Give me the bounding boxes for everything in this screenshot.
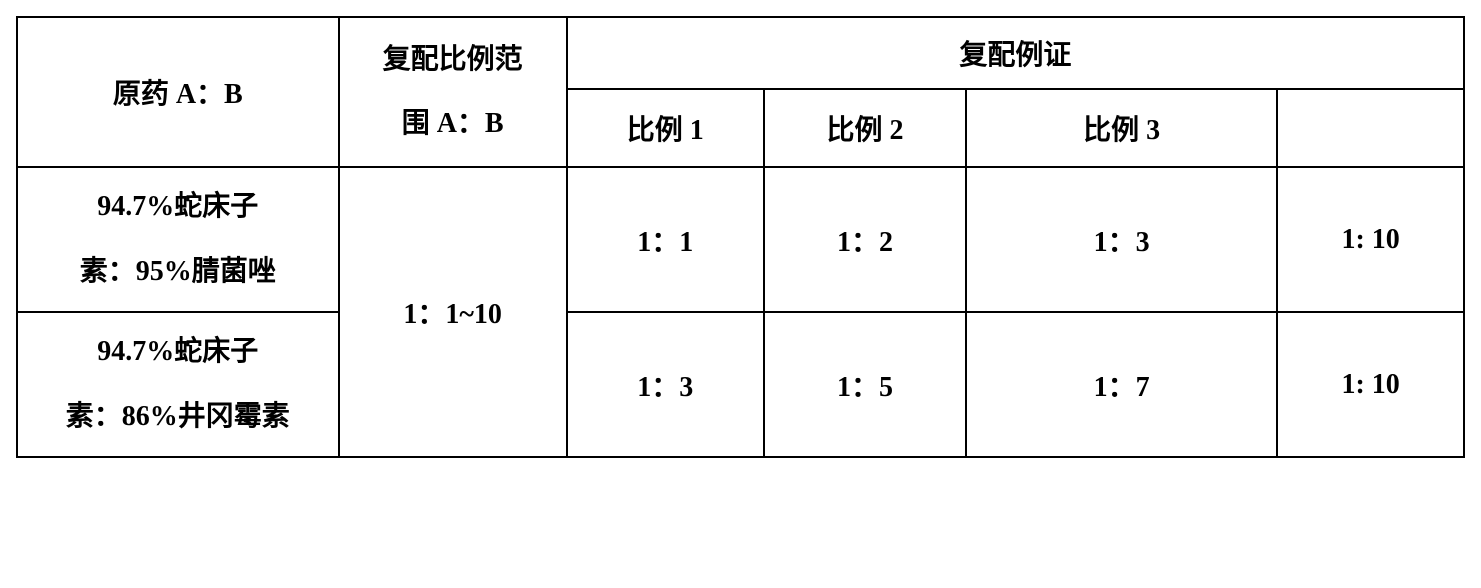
cell-drug-label: 94.7%蛇床子 素：86%井冈霉素 (17, 312, 339, 457)
header-ratio-3: 比例 3 (966, 89, 1277, 167)
header-ratio-4 (1277, 89, 1464, 167)
cell-ratio: 1: 10 (1277, 167, 1464, 312)
header-examples-group: 复配例证 (567, 17, 1464, 89)
cell-range: 1：1~10 (339, 167, 567, 457)
table-row: 94.7%蛇床子 素：86%井冈霉素 1：3 1：5 1：7 1: 10 (17, 312, 1464, 457)
header-ratio-range: 复配比例范 围 A：B (339, 17, 567, 167)
cell-ratio: 1：2 (764, 167, 966, 312)
ratio-table: 原药 A：B 复配比例范 围 A：B 复配例证 比例 1 比例 2 比例 3 9… (16, 16, 1465, 458)
header-ratio-1: 比例 1 (567, 89, 764, 167)
table-row: 94.7%蛇床子 素：95%腈菌唑 1：1~10 1：1 1：2 1：3 1: … (17, 167, 1464, 312)
cell-ratio: 1：3 (966, 167, 1277, 312)
cell-ratio: 1: 10 (1277, 312, 1464, 457)
cell-ratio: 1：7 (966, 312, 1277, 457)
cell-ratio: 1：1 (567, 167, 764, 312)
header-original-drug: 原药 A：B (17, 17, 339, 167)
header-ratio-2: 比例 2 (764, 89, 966, 167)
cell-drug-label: 94.7%蛇床子 素：95%腈菌唑 (17, 167, 339, 312)
cell-ratio: 1：3 (567, 312, 764, 457)
cell-ratio: 1：5 (764, 312, 966, 457)
